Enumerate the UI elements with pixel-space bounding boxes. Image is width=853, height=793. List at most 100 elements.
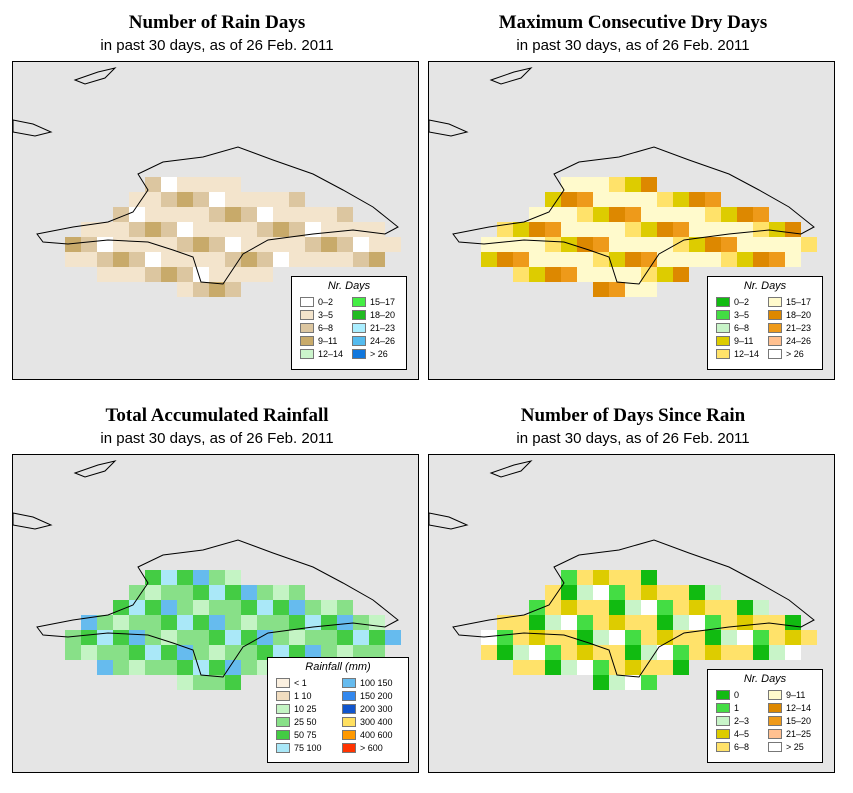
grid-cell [177,630,193,645]
grid-cell [609,585,625,600]
grid-cell [145,192,161,207]
grid-cell [689,600,705,615]
grid-cell [609,645,625,660]
grid-cell [145,252,161,267]
legend: Nr. Days 0–2 3–5 6–8 9–11 12–14 15–17 18–20 21–… [707,276,823,370]
legend-label: < 1 [294,678,307,688]
grid-cell [193,600,209,615]
legend-swatch [716,323,730,333]
grid-cell [209,282,225,297]
coastline [452,146,815,285]
grid-cell [225,237,241,252]
legend-label: 21–23 [370,323,396,333]
coastline [36,539,399,678]
grid-cell [689,615,705,630]
grid-cell [497,252,513,267]
grid-cell [321,252,337,267]
grid-cell [161,645,177,660]
grid-cell [673,615,689,630]
grid-cell [129,192,145,207]
grid-cell [129,585,145,600]
grid-cell [161,630,177,645]
grid-cell [129,267,145,282]
grid-cell [657,267,673,282]
legend-label: 300 400 [360,717,393,727]
grid-cell [513,630,529,645]
grid-cell [289,222,305,237]
grid-cell [625,570,641,585]
legend-swatch [352,310,366,320]
grid-cell [785,630,801,645]
grid-cell [545,630,561,645]
grid-cell [753,252,769,267]
grid-cell [625,630,641,645]
island-outline [73,460,117,478]
grid-cell [657,192,673,207]
grid-cell [577,237,593,252]
grid-cell [609,222,625,237]
grid-cell [593,600,609,615]
grid-cell [785,615,801,630]
grid-cell [273,252,289,267]
grid-cell [737,237,753,252]
legend-label: 2–3 [734,716,750,726]
grid-cell [65,237,81,252]
legend-swatch [300,297,314,307]
grid-cell [561,630,577,645]
grid-cell [705,222,721,237]
grid-cell [561,645,577,660]
grid-cell [641,252,657,267]
grid-cell [625,177,641,192]
grid-cell [161,252,177,267]
grid-cell [177,222,193,237]
legend-label: 12–14 [734,349,760,359]
grid-cell [209,585,225,600]
grid-cell [689,237,705,252]
grid-cell [593,177,609,192]
grid-cell [657,252,673,267]
grid-cell [193,222,209,237]
grid-cell [353,630,369,645]
legend-swatch [768,310,782,320]
grid-cell [177,237,193,252]
legend-label: 24–26 [786,336,812,346]
grid-cell [193,585,209,600]
grid-cell [209,192,225,207]
grid-cell [177,570,193,585]
grid-cell [737,252,753,267]
grid-cell [753,222,769,237]
island-outline [489,67,533,85]
grid-cell [209,222,225,237]
grid-cell [753,615,769,630]
grid-cell [513,660,529,675]
grid-cell [257,630,273,645]
grid-cell [705,630,721,645]
grid-cell [721,252,737,267]
grid-cell [705,237,721,252]
grid-cell [753,207,769,222]
grid-cell [161,585,177,600]
grid-cell [145,585,161,600]
legend-label: > 25 [786,742,804,752]
legend-swatch [768,729,782,739]
legend-label: 9–11 [734,336,754,346]
grid-cell [257,237,273,252]
grid-cell [593,237,609,252]
legend-swatch [342,743,356,753]
grid-cell [241,207,257,222]
grid-cell [561,177,577,192]
grid-cell [657,237,673,252]
grid-cell [225,600,241,615]
grid-cell [561,570,577,585]
legend-swatch [342,691,356,701]
grid-cell [577,252,593,267]
grid-cell [257,252,273,267]
grid-cell [257,615,273,630]
grid-cell [289,585,305,600]
map-canvas [13,460,401,690]
legend-swatch [300,349,314,359]
grid-cell [625,615,641,630]
grid-cell [609,177,625,192]
grid-cell [673,267,689,282]
grid-cell [81,630,97,645]
